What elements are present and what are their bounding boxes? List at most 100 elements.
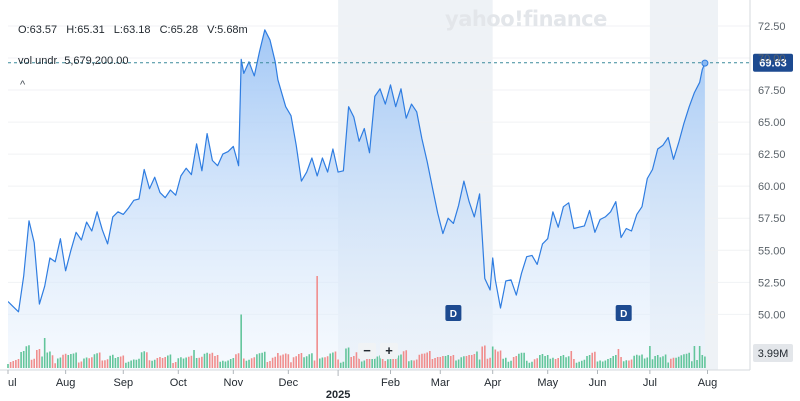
volume-bar (143, 351, 146, 368)
volume-bar (468, 355, 470, 368)
yahoo-finance-watermark: yahoo!finance (445, 7, 607, 31)
volume-bar (51, 355, 54, 368)
volume-bar (670, 358, 672, 368)
volume-bar (290, 362, 292, 368)
volume-bar (520, 352, 523, 368)
volume-bar (549, 358, 552, 368)
volume-bar (379, 355, 381, 368)
volume-bar (460, 357, 463, 368)
volume-bar (355, 352, 358, 368)
volume-bar (594, 351, 596, 368)
volume-value: V:5.68m (207, 24, 248, 36)
volume-bar (83, 358, 85, 368)
y-tick-label: 65.00 (758, 117, 786, 129)
volume-bar (570, 351, 573, 368)
y-axis: 72.50 70.00 67.50 65.00 62.50 60.00 57.50 55.00… (749, 0, 786, 370)
volume-bar (507, 361, 510, 368)
volume-bar (698, 346, 701, 368)
volume-bar (305, 356, 308, 368)
volume-bar (444, 356, 447, 368)
volume-bar (591, 352, 594, 368)
volume-bar (656, 355, 659, 368)
volume-bar (638, 355, 641, 368)
volume-bar (502, 358, 504, 368)
volume-bar (680, 355, 683, 368)
volume-bar (248, 359, 250, 368)
volume-bar (28, 345, 30, 368)
volume-bar (586, 356, 588, 368)
zoom-controls: − + (358, 343, 398, 359)
volume-bar (266, 362, 269, 368)
volume-bar (667, 362, 670, 368)
volume-bar (227, 360, 229, 368)
price-line (8, 29, 706, 313)
volume-bar (303, 357, 305, 368)
y-tick-label: 57.50 (758, 213, 786, 225)
y-tick-label: 72.50 (758, 21, 786, 33)
volume-bar (575, 362, 578, 368)
volume-bar (318, 358, 321, 368)
volume-bar (156, 358, 159, 368)
volume-bar (30, 359, 33, 368)
volume-bar (135, 359, 138, 368)
volume-bar (410, 360, 413, 368)
last-price-badge (753, 53, 793, 72)
volume-bar (620, 357, 622, 368)
volume-bar (151, 360, 153, 368)
volume-bar (332, 352, 334, 368)
volume-bar (554, 359, 557, 368)
volume-bar (219, 361, 222, 368)
volume-bar (274, 356, 277, 368)
volume-bar (693, 346, 696, 368)
volume-bar (216, 355, 219, 368)
volume-bar (604, 360, 607, 368)
volume-bar (463, 356, 465, 368)
volume-bar (452, 355, 455, 368)
volume-bar (612, 356, 615, 368)
volume-bar (342, 361, 345, 368)
volume-bar (434, 358, 436, 368)
volume-bar (127, 361, 130, 368)
volume-bar (510, 360, 512, 368)
zoom-out-button[interactable]: − (358, 343, 376, 359)
volume-bar (261, 352, 263, 368)
volume-bar (633, 355, 635, 368)
volume-bar (20, 352, 22, 368)
volume-bar (67, 355, 70, 368)
dividend-marker-label: D (450, 309, 457, 320)
volume-bar (457, 359, 460, 368)
volume-bar (253, 357, 256, 368)
volume-bar (269, 361, 271, 368)
zoom-in-button[interactable]: + (380, 343, 398, 359)
price-area-fill (8, 29, 705, 370)
x-tick-label: Dec (279, 377, 299, 389)
volume-bar (672, 357, 675, 368)
volume-bar (117, 357, 119, 368)
collapse-icon[interactable]: ^ (20, 79, 26, 91)
volume-bar (562, 355, 565, 368)
volume-bar (148, 360, 151, 368)
volume-bar (617, 349, 620, 368)
volume-bar (46, 352, 49, 368)
volume-bar (337, 359, 339, 368)
volume-bar (326, 356, 329, 368)
volume-bar (628, 360, 630, 368)
volume-bar (392, 356, 394, 368)
volume-bar (96, 353, 98, 368)
volume-bar (167, 355, 169, 368)
volume-bar (177, 358, 180, 368)
volume-bar (580, 360, 583, 368)
volume-bar (565, 357, 567, 368)
volume-bar (596, 361, 599, 368)
volume-badge (753, 344, 793, 362)
volume-bar (106, 359, 109, 368)
volume-bar (439, 357, 442, 368)
x-tick-label: ul (8, 377, 17, 389)
volume-bar (641, 354, 643, 368)
volume-bar (484, 345, 486, 368)
volume-bar (279, 355, 282, 368)
volume-bar (701, 355, 704, 368)
volume-bar (295, 356, 297, 368)
